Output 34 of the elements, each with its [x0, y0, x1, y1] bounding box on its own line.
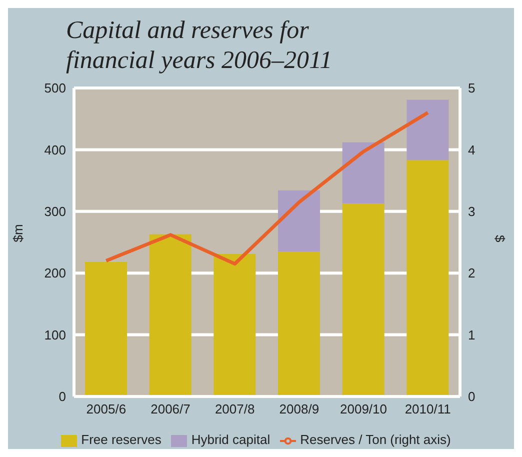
y2-tick-label: 1 — [468, 327, 476, 342]
x-tick-label: 2010/11 — [404, 402, 451, 417]
y-tick-label: 200 — [44, 266, 66, 281]
legend-label: Reserves / Ton (right axis) — [300, 432, 451, 448]
legend-label: Hybrid capital — [191, 432, 270, 448]
y2-tick-label: 5 — [468, 80, 476, 96]
bar — [149, 234, 192, 396]
x-tick-label: 2006/7 — [150, 402, 190, 417]
bar — [342, 142, 384, 204]
y-tick-label: 100 — [44, 327, 66, 342]
bar — [85, 262, 127, 396]
y2-tick-label: 2 — [468, 266, 476, 281]
y2-tick-label: 3 — [468, 204, 476, 219]
line-series — [104, 110, 430, 266]
bar — [278, 190, 320, 252]
y-tick-label: 400 — [44, 142, 66, 158]
legend-label: Free reserves — [81, 432, 162, 448]
x-tick-label: 2007/8 — [214, 402, 255, 417]
y-axis-title: $m — [10, 224, 26, 242]
y2-tick-label: 4 — [468, 142, 476, 158]
bar — [406, 100, 449, 160]
bar — [214, 254, 256, 396]
chart-title: Capital and reserves for financial years 2006–2011 — [66, 16, 334, 76]
x-tick-label: 2005/6 — [86, 402, 126, 417]
x-tick-label: 2008/9 — [279, 402, 320, 417]
y-tick-label: 300 — [44, 204, 66, 219]
x-tick-label: 2009/10 — [340, 402, 387, 417]
y-tick-label: 500 — [44, 80, 66, 96]
y2-axis-title: $ — [492, 234, 508, 243]
y-tick-label: 0 — [58, 389, 66, 404]
bar — [342, 203, 384, 396]
bar — [278, 251, 320, 396]
y2-tick-label: 0 — [468, 389, 476, 404]
bar — [406, 160, 449, 396]
